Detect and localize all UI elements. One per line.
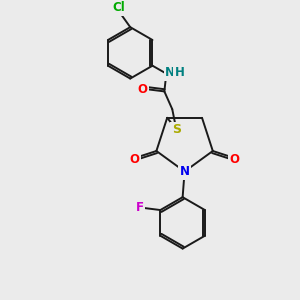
Text: S: S	[172, 124, 181, 136]
Text: Cl: Cl	[112, 1, 125, 14]
Text: H: H	[175, 66, 185, 79]
Text: N: N	[165, 66, 175, 79]
Text: O: O	[130, 153, 140, 166]
Text: O: O	[230, 153, 240, 166]
Text: F: F	[136, 201, 144, 214]
Text: N: N	[180, 165, 190, 178]
Text: O: O	[138, 83, 148, 96]
